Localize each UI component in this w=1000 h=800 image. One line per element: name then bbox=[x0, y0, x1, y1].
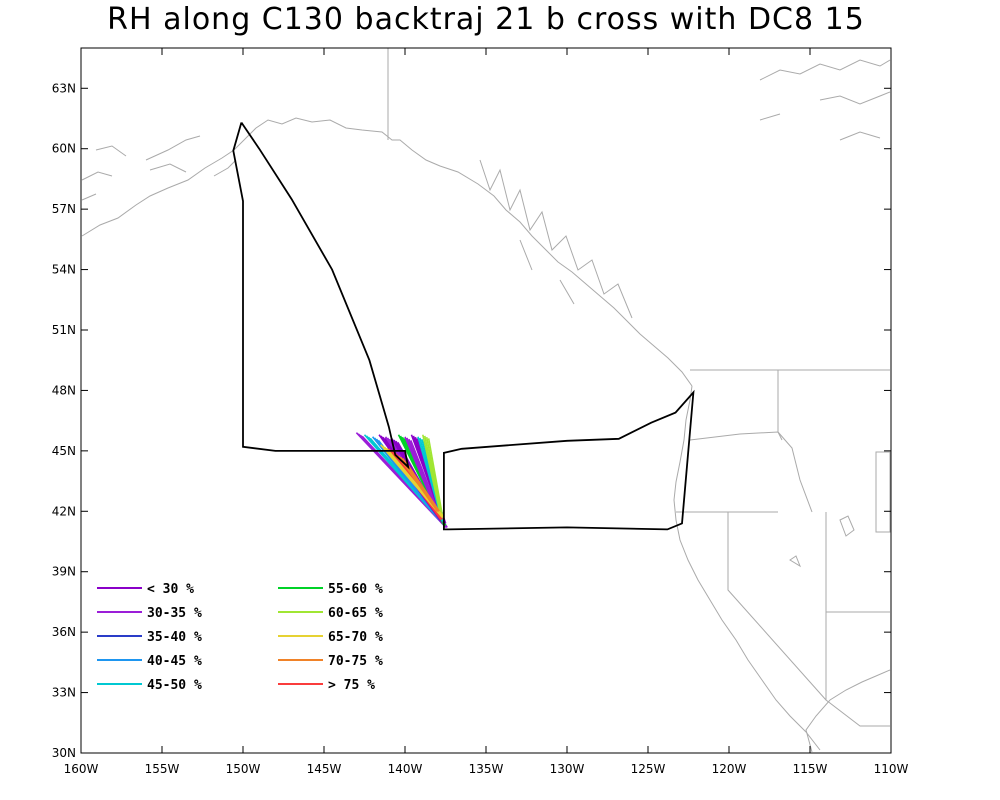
flight-track-layer bbox=[232, 121, 695, 531]
x-tick-label: 120W bbox=[712, 762, 747, 776]
alaska-islands bbox=[81, 135, 237, 201]
border-layer bbox=[387, 48, 891, 727]
state-border-mt bbox=[875, 451, 891, 533]
x-tick-label: 130W bbox=[550, 762, 585, 776]
trajectory-layer bbox=[355, 432, 448, 528]
state-border-wa-or bbox=[689, 431, 783, 441]
y-tick-label: 60N bbox=[52, 142, 76, 156]
plot-border bbox=[80, 47, 892, 754]
x-tick-label: 155W bbox=[145, 762, 180, 776]
legend-label: 60-65 % bbox=[328, 606, 383, 621]
alaska-coastline bbox=[81, 117, 693, 387]
latitude-axis: 30N 33N 36N 39N 42N 45N 48N 51N 54N 57N 60N 63N bbox=[52, 81, 891, 760]
y-tick-label: 57N bbox=[52, 202, 76, 216]
state-border-id bbox=[777, 370, 813, 513]
legend-label: 30-35 % bbox=[147, 606, 202, 621]
dc8-flight-track bbox=[442, 389, 695, 531]
x-tick-label: 135W bbox=[469, 762, 504, 776]
us-west-coastline bbox=[673, 385, 821, 751]
x-tick-label: 115W bbox=[793, 762, 828, 776]
legend-label: 40-45 % bbox=[147, 654, 202, 669]
legend-label: 70-75 % bbox=[328, 654, 383, 669]
trajectory-line bbox=[410, 440, 442, 518]
y-tick-label: 63N bbox=[52, 81, 76, 95]
x-tick-label: 125W bbox=[631, 762, 666, 776]
legend-label: 35-40 % bbox=[147, 630, 202, 645]
x-tick-label: 145W bbox=[307, 762, 342, 776]
longitude-axis: 160W 155W 150W 145W 140W 135W 130W 125W 120W 115W… bbox=[64, 48, 909, 776]
plot-frame bbox=[80, 47, 892, 754]
y-tick-label: 45N bbox=[52, 444, 76, 458]
arctic-coastline bbox=[759, 59, 891, 141]
legend-label: > 75 % bbox=[328, 678, 375, 693]
y-tick-label: 48N bbox=[52, 383, 76, 397]
map-title: RH along C130 backtraj 21 b cross with D… bbox=[107, 2, 865, 37]
y-tick-label: 36N bbox=[52, 625, 76, 639]
x-tick-label: 150W bbox=[226, 762, 261, 776]
y-tick-label: 33N bbox=[52, 686, 76, 700]
x-tick-label: 160W bbox=[64, 762, 99, 776]
y-tick-label: 30N bbox=[52, 746, 76, 760]
x-tick-label: 140W bbox=[388, 762, 423, 776]
bc-fjords bbox=[479, 159, 633, 319]
legend-label: 45-50 % bbox=[147, 678, 202, 693]
y-tick-label: 39N bbox=[52, 565, 76, 579]
rh-legend: < 30 % 30-35 % 35-40 % 40-45 % 45-50 % 55-60 … bbox=[97, 582, 383, 693]
trajectory-line bbox=[406, 464, 440, 512]
state-border-nv bbox=[727, 512, 827, 701]
state-border-ut bbox=[825, 512, 890, 613]
y-tick-label: 54N bbox=[52, 263, 76, 277]
trajectory-line bbox=[427, 438, 444, 516]
baja-coastline bbox=[805, 669, 891, 753]
lake-outlines bbox=[789, 515, 855, 568]
x-tick-label: 110W bbox=[874, 762, 909, 776]
legend-label: < 30 % bbox=[147, 582, 194, 597]
state-border-az bbox=[825, 612, 890, 727]
y-tick-label: 42N bbox=[52, 504, 76, 518]
c130-flight-track bbox=[232, 121, 410, 470]
y-tick-label: 51N bbox=[52, 323, 76, 337]
legend-label: 55-60 % bbox=[328, 582, 383, 597]
coastline-layer bbox=[81, 59, 891, 753]
legend-label: 65-70 % bbox=[328, 630, 383, 645]
